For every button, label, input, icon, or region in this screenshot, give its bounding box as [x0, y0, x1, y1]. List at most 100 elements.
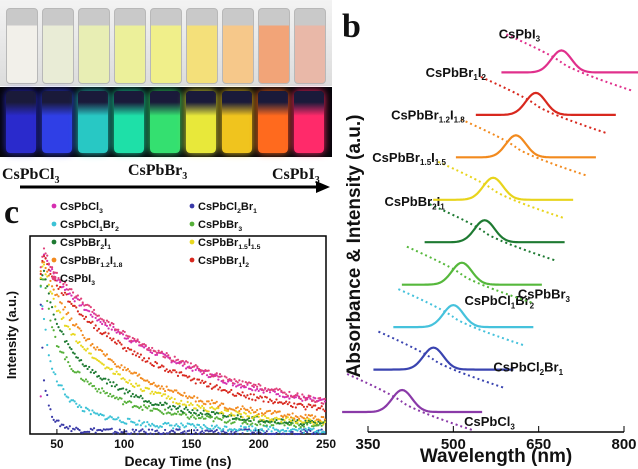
- data-point: [175, 389, 178, 392]
- data-point: [94, 370, 97, 373]
- data-point: [260, 396, 264, 399]
- data-point: [205, 369, 209, 372]
- data-point: [78, 298, 81, 302]
- composition-arrow: [20, 181, 330, 193]
- data-point: [186, 416, 189, 419]
- data-point: [273, 409, 276, 413]
- data-point: [157, 408, 160, 412]
- absorbance-curve: [378, 330, 504, 389]
- data-point: [50, 267, 54, 271]
- vial-ambient: [6, 8, 38, 84]
- data-point: [86, 407, 89, 410]
- data-point: [71, 399, 75, 402]
- data-point: [44, 266, 47, 270]
- data-point: [104, 321, 107, 325]
- data-point: [94, 316, 97, 320]
- data-point: [196, 365, 199, 368]
- data-point: [201, 369, 204, 372]
- data-point: [94, 357, 97, 360]
- data-point: [310, 406, 314, 409]
- data-point: [62, 285, 65, 288]
- data-point: [249, 423, 252, 426]
- data-point: [173, 369, 176, 372]
- data-point: [233, 421, 236, 424]
- data-point: [46, 275, 49, 278]
- data-point: [243, 394, 246, 397]
- data-point: [262, 389, 265, 392]
- data-point: [89, 413, 92, 416]
- data-point: [99, 361, 102, 364]
- data-point: [86, 430, 89, 433]
- data-point: [142, 357, 146, 360]
- data-point: [68, 346, 71, 349]
- data-point: [68, 364, 71, 368]
- data-point: [107, 428, 110, 431]
- data-point: [178, 362, 181, 365]
- data-point: [246, 408, 249, 411]
- data-point: [138, 384, 141, 387]
- data-point: [212, 430, 215, 434]
- data-point: [134, 371, 138, 374]
- panel-b-letter: b: [342, 8, 361, 45]
- data-point: [267, 420, 270, 424]
- data-point: [233, 394, 236, 397]
- data-point: [291, 430, 294, 434]
- data-point: [301, 424, 304, 427]
- y-axis-label: Intensity (a.u.): [4, 291, 19, 379]
- data-point: [212, 427, 215, 430]
- data-point: [304, 408, 307, 411]
- data-point: [159, 410, 162, 413]
- data-point: [194, 431, 197, 434]
- data-point: [184, 374, 188, 377]
- data-point: [91, 310, 94, 314]
- data-point: [323, 400, 327, 403]
- data-point: [147, 405, 151, 408]
- data-point: [84, 378, 88, 381]
- data-point: [112, 322, 115, 326]
- data-point: [89, 371, 92, 374]
- data-point: [60, 423, 63, 426]
- data-point: [186, 376, 189, 379]
- data-point: [96, 346, 99, 349]
- data-point: [83, 348, 86, 351]
- data-point: [168, 411, 172, 415]
- data-point: [294, 406, 297, 409]
- data-point: [181, 359, 184, 363]
- data-point: [52, 288, 55, 291]
- data-point: [256, 387, 259, 391]
- data-point: [110, 339, 113, 342]
- data-point: [49, 279, 52, 283]
- data-point: [283, 401, 286, 405]
- data-point: [278, 401, 281, 404]
- data-point: [277, 392, 280, 396]
- data-point: [157, 426, 160, 429]
- data-point: [301, 399, 304, 402]
- data-point: [113, 418, 117, 421]
- data-point: [159, 432, 162, 436]
- vial-uv: [78, 91, 108, 153]
- data-point: [81, 301, 84, 304]
- data-point: [173, 397, 176, 401]
- data-point: [244, 412, 247, 415]
- data-point: [92, 384, 96, 388]
- data-point: [193, 416, 196, 419]
- data-point: [70, 348, 73, 351]
- data-point: [191, 432, 194, 436]
- data-point: [231, 384, 234, 387]
- data-point: [99, 320, 102, 324]
- data-point: [97, 374, 100, 378]
- data-point: [49, 301, 52, 304]
- data-point: [152, 424, 155, 427]
- data-point: [91, 409, 94, 412]
- data-point: [88, 337, 91, 341]
- data-point: [41, 307, 44, 310]
- data-point: [70, 317, 73, 320]
- data-point: [180, 399, 183, 402]
- data-point: [251, 389, 254, 392]
- data-point: [155, 385, 159, 388]
- data-point: [214, 417, 217, 420]
- data-point: [42, 379, 46, 382]
- data-point: [222, 428, 225, 431]
- legend-entry: CsPbCl1Br2: [51, 219, 119, 233]
- data-point: [218, 404, 222, 407]
